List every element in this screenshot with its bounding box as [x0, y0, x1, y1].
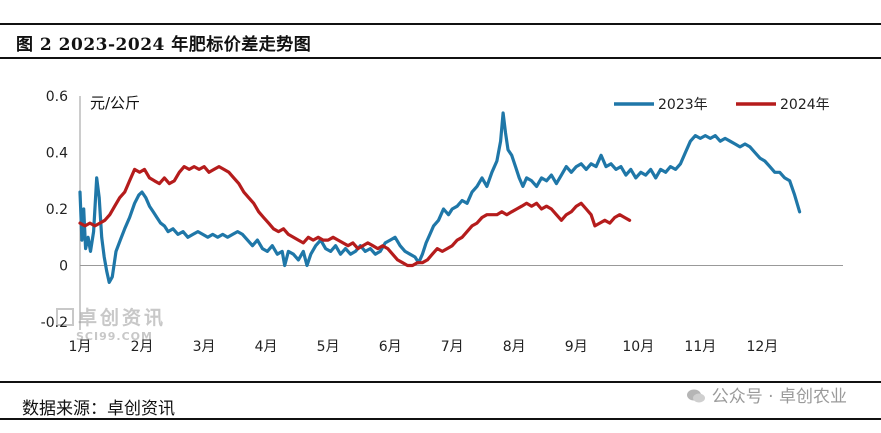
- x-tick-label: 7月: [441, 339, 464, 355]
- x-tick-label: 11月: [684, 339, 716, 355]
- chart-title: 图 2 2023-2024 年肥标价差走势图: [16, 35, 312, 55]
- watermark-en: SCI99.COM: [76, 330, 153, 343]
- y-tick-label: 0.4: [46, 146, 68, 162]
- footer-rule: [0, 418, 881, 420]
- x-tick-label: 3月: [193, 339, 216, 355]
- x-tick-label: 12月: [746, 339, 778, 355]
- x-tick-label: 8月: [503, 339, 526, 355]
- watermark-logo-icon: [56, 308, 74, 326]
- chart-axes: 0.6 0.4 0.2 0 -0.21月 2月 3月 4月 5月 6月 7月 8月 9月 10月 11月 12…: [41, 89, 843, 355]
- legend-label: 2023年: [658, 97, 708, 113]
- x-tick-label: 2月: [131, 339, 154, 355]
- y-tick-label: 0: [59, 259, 68, 275]
- wechat-account-label: 公众号 · 卓创农业: [711, 387, 847, 407]
- bottom-rule: [0, 381, 881, 383]
- wechat-icon: [686, 389, 705, 403]
- x-tick-label: 4月: [255, 339, 278, 355]
- x-tick-label: 1月: [69, 339, 92, 355]
- top-rule: [0, 23, 881, 25]
- watermark-cn: 卓创资讯: [78, 307, 167, 329]
- legend-label: 2024年: [780, 97, 830, 113]
- watermark: 卓创资讯 SCI99.COM: [56, 303, 166, 343]
- title-rule: [0, 57, 881, 59]
- series-layer: [78, 111, 802, 284]
- data-source: 数据来源：卓创资讯: [22, 399, 175, 419]
- series-line-2024: [78, 165, 632, 268]
- wechat-watermark: 公众号 · 卓创农业: [686, 382, 847, 407]
- x-tick-label: 6月: [379, 339, 402, 355]
- x-tick-label: 10月: [622, 339, 654, 355]
- y-tick-label: 0.6: [46, 89, 68, 105]
- x-tick-label: 9月: [565, 339, 588, 355]
- y-tick-label: -0.2: [41, 315, 68, 331]
- x-tick-label: 5月: [317, 339, 340, 355]
- y-axis-unit-label: 元/公斤: [90, 94, 141, 112]
- y-tick-label: 0.2: [46, 202, 68, 218]
- chart-legend: 2023年 2024年: [614, 97, 830, 113]
- series-line-2023: [78, 111, 802, 284]
